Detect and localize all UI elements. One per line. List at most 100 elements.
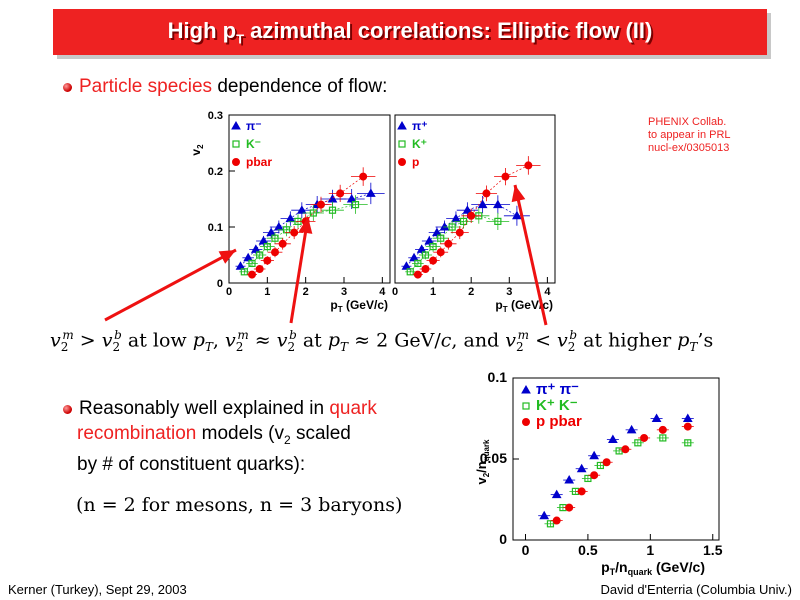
data-point	[328, 206, 337, 214]
x-tick-label: 1.5	[703, 542, 723, 558]
data-point	[492, 199, 503, 209]
data-point	[401, 261, 412, 270]
data-point	[231, 120, 241, 130]
footer-left: Kerner (Turkey), Sept 29, 2003	[8, 582, 187, 597]
data-point	[596, 461, 604, 470]
data-point	[551, 489, 562, 499]
data-point	[602, 458, 611, 467]
y-tick-label: 0.2	[208, 166, 223, 178]
data-point	[577, 487, 586, 496]
x-tick-label: 1	[264, 286, 270, 298]
plot-frame	[394, 114, 556, 284]
data-point	[651, 413, 662, 422]
data-point	[640, 433, 649, 442]
data-point	[351, 201, 360, 209]
x-tick-label: 1	[646, 542, 654, 558]
data-point	[436, 248, 445, 257]
data-point	[437, 234, 445, 242]
data-point	[296, 205, 307, 214]
collab-note: PHENIX Collab. to appear in PRL nucl-ex/…	[648, 116, 731, 154]
data-point	[290, 228, 299, 237]
legend-label: K⁺ K⁻	[536, 397, 578, 414]
data-point	[406, 268, 414, 276]
data-point	[255, 265, 264, 273]
x-tick-label: 0	[522, 542, 530, 558]
data-point	[482, 189, 491, 198]
data-point	[266, 227, 277, 237]
data-point	[682, 413, 693, 422]
series-line	[251, 176, 364, 275]
data-point	[539, 510, 550, 520]
arrow-head	[298, 217, 313, 234]
annotation-arrow	[289, 216, 310, 324]
data-point	[451, 213, 461, 223]
x-tick-label: 3	[341, 286, 347, 298]
bullet2-line3: by # of constituent quarks):	[77, 454, 306, 475]
arrow-head	[218, 250, 236, 264]
bullet-icon	[63, 405, 72, 414]
legend-label: π⁺	[412, 119, 428, 133]
data-point	[455, 228, 464, 237]
bullet-icon	[63, 83, 72, 92]
parenthetical-note: (n = 2 for mesons, n = 3 baryons)	[76, 494, 403, 516]
data-point	[439, 221, 450, 231]
legend-label: K⁺	[412, 137, 427, 151]
slide-title: High pT azimuthal correlations: Elliptic…	[167, 17, 653, 47]
x-tick-label: 2	[303, 286, 309, 298]
data-point	[359, 172, 368, 181]
y-tick-label: 0	[217, 278, 223, 290]
data-point	[521, 384, 531, 394]
data-point	[634, 439, 642, 447]
legend-label: p pbar	[536, 413, 582, 430]
x-tick-label: 2	[468, 286, 474, 298]
data-point	[248, 259, 256, 267]
data-point	[546, 520, 555, 528]
data-point	[243, 252, 254, 262]
data-point	[413, 270, 422, 279]
footer-right: David d'Enterria (Columbia Univ.)	[600, 582, 792, 597]
data-point	[271, 234, 279, 242]
y-tick-label: 0.1	[488, 369, 508, 385]
data-point	[462, 205, 473, 214]
data-point	[424, 235, 435, 245]
data-point	[398, 158, 406, 166]
data-point	[494, 217, 502, 225]
data-point	[608, 434, 618, 444]
data-point	[621, 445, 630, 454]
data-point	[477, 199, 488, 209]
data-point	[416, 244, 427, 253]
data-point	[346, 193, 357, 203]
annotation-arrow	[104, 248, 237, 322]
y-axis-label: v2/nquark	[474, 439, 491, 485]
data-point	[590, 471, 599, 480]
x-tick-label: 4	[379, 286, 386, 298]
bullet1-text: Particle species dependence of flow:	[79, 76, 388, 97]
data-point	[448, 223, 456, 231]
x-tick-label: 0	[226, 286, 232, 298]
y-tick-label: 0	[499, 531, 507, 547]
y-tick-label: 0.3	[208, 110, 223, 122]
data-point	[232, 158, 240, 166]
data-point	[512, 210, 522, 220]
x-axis-label: pT/nquark (GeV/c)	[601, 559, 705, 577]
series-line	[244, 204, 356, 273]
arrow-head	[511, 185, 526, 203]
data-point	[278, 239, 287, 248]
x-tick-label: 3	[506, 286, 512, 298]
x-tick-label: 4	[544, 286, 551, 298]
equation-line: v2m > v2b at low pT, v2m ≈ v2b at pT ≈ 2…	[50, 328, 714, 355]
x-tick-label: 1	[430, 286, 436, 298]
data-point	[522, 402, 530, 410]
data-point	[584, 474, 592, 483]
data-point	[232, 140, 240, 148]
legend-label: K⁻	[246, 137, 261, 151]
y-tick-label: 0.05	[480, 450, 507, 466]
data-point	[626, 424, 637, 434]
data-point	[459, 217, 468, 225]
data-point	[684, 439, 692, 447]
x-tick-label: 0.5	[578, 542, 598, 558]
y-axis-label: v2	[189, 144, 205, 156]
data-point	[273, 221, 284, 231]
data-point	[250, 244, 261, 253]
